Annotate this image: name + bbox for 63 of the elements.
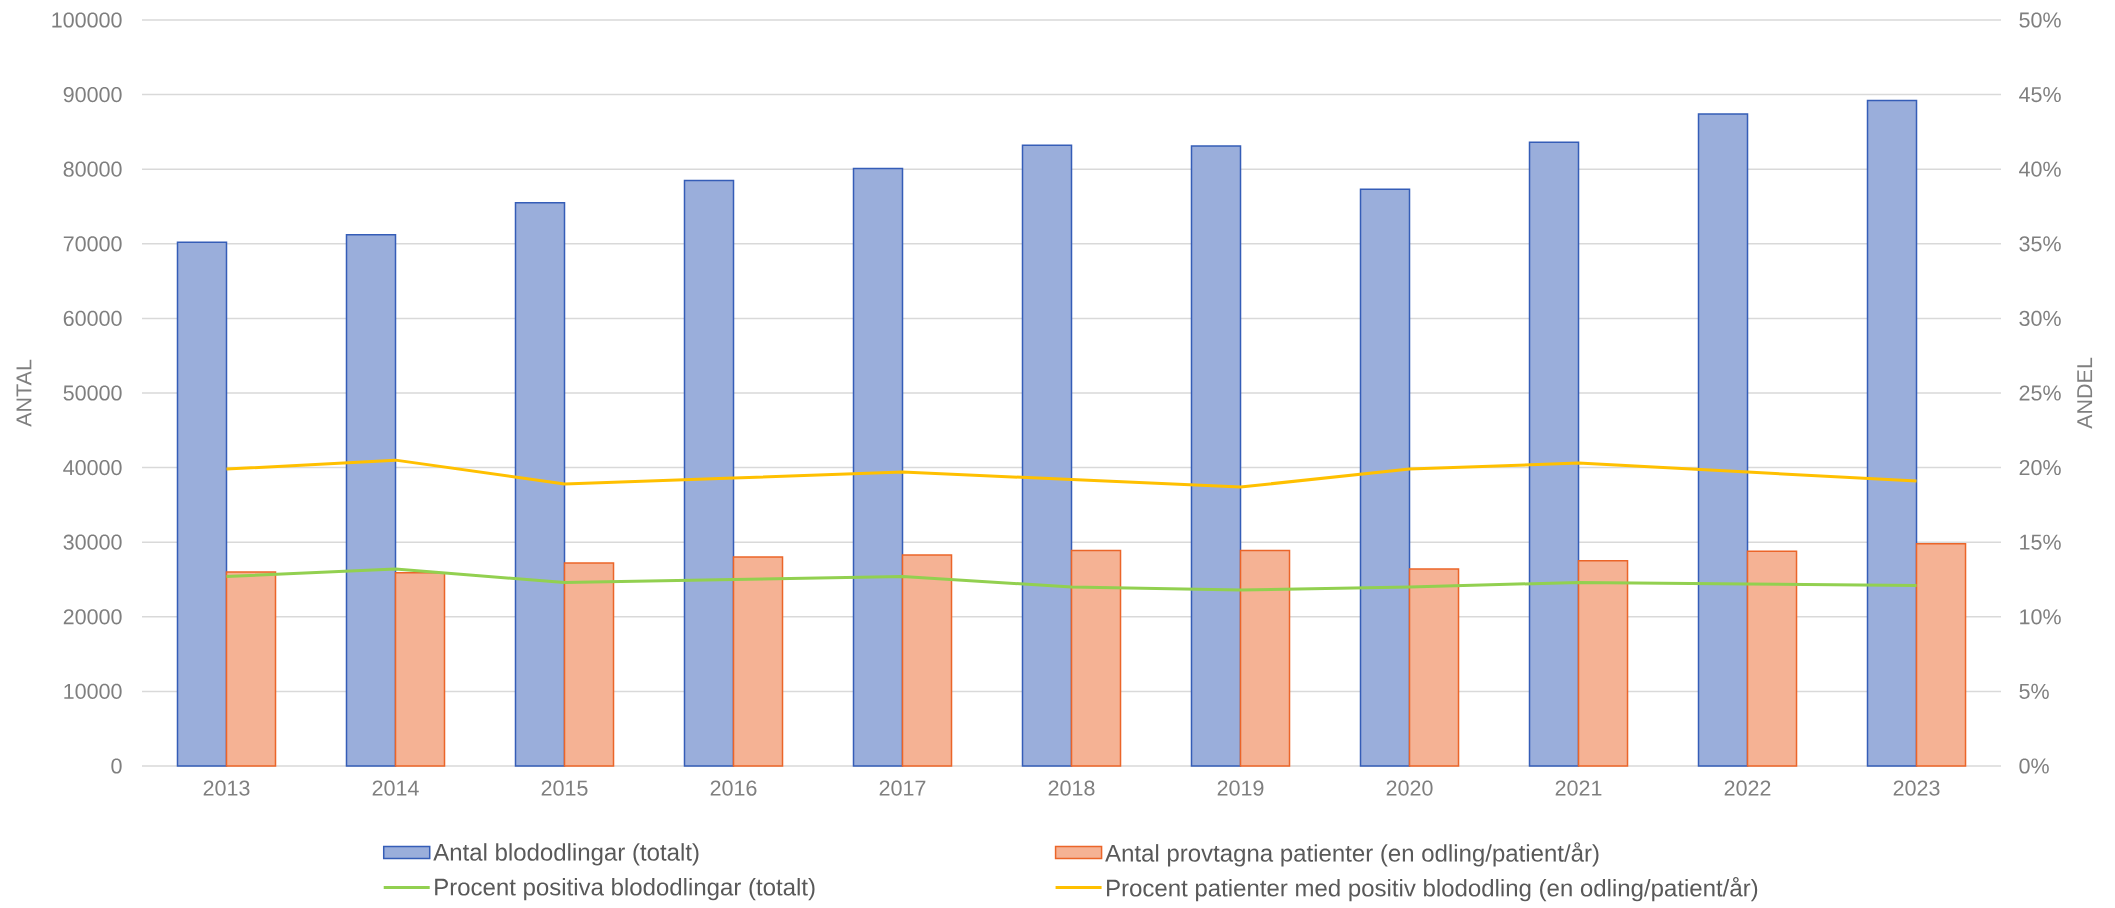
line-series <box>225 567 1919 592</box>
x-tick-label: 2015 <box>541 780 588 796</box>
bar <box>1577 560 1629 767</box>
bar <box>683 179 735 767</box>
y2-tick-label: 25% <box>2019 385 2061 401</box>
bar <box>1070 549 1122 767</box>
bar <box>345 234 397 767</box>
x-tick-label: 2019 <box>1217 780 1264 796</box>
bar <box>1239 549 1291 767</box>
bar <box>1359 188 1411 767</box>
y-tick-label: 30000 <box>63 534 122 550</box>
y2-tick-label: 50% <box>2019 12 2061 28</box>
bar <box>514 202 566 767</box>
bar <box>852 167 904 767</box>
y-tick-label: 50000 <box>63 385 122 401</box>
y2-axis-title: ANDEL <box>2077 357 2093 429</box>
x-tick-label: 2018 <box>1048 780 1095 796</box>
y2-tick-label: 15% <box>2020 534 2061 550</box>
bar <box>1528 141 1580 767</box>
y2-tick-label: 10% <box>2020 609 2061 625</box>
x-tick-label: 2022 <box>1724 780 1771 796</box>
y-tick-label: 10000 <box>64 683 122 699</box>
y2-tick-label: 5% <box>2019 683 2049 699</box>
y-tick-label: 60000 <box>63 310 122 326</box>
x-tick-label: 2020 <box>1386 780 1433 796</box>
legend-label: Antal provtagna patienter (en odling/patient/år) <box>1105 842 1599 867</box>
y-tick-label: 80000 <box>63 161 122 177</box>
legend-label: Procent patienter med positiv blododling (en odling/patient/år) <box>1107 877 1758 902</box>
bar <box>1021 144 1073 767</box>
y2-tick-label: 45% <box>2019 87 2061 103</box>
x-tick-label: 2021 <box>1555 780 1602 796</box>
legend-label: Antal blododlingar (totalt) <box>433 843 699 866</box>
y2-tick-label: 35% <box>2019 236 2061 252</box>
legend-label: Procent positiva blododlingar (totalt) <box>435 877 815 901</box>
x-tick-label: 2014 <box>372 780 419 796</box>
line-series <box>225 458 1919 489</box>
bar <box>176 241 228 767</box>
bar <box>563 562 615 767</box>
bar <box>901 554 953 767</box>
bar <box>225 571 277 767</box>
y-tick-label: 0 <box>111 758 122 774</box>
y-tick-label: 90000 <box>63 86 122 103</box>
y-tick-label: 40000 <box>63 459 122 476</box>
x-tick-label: 2013 <box>203 780 250 796</box>
bar <box>1190 145 1242 767</box>
y2-tick-label: 0% <box>2019 758 2049 774</box>
y-tick-label: 70000 <box>63 236 122 252</box>
y2-tick-label: 30% <box>2019 310 2061 326</box>
y-tick-label: 100000 <box>52 12 122 28</box>
bar <box>1915 542 1967 767</box>
x-tick-label: 2016 <box>710 780 757 796</box>
y2-tick-label: 40% <box>2019 161 2061 177</box>
bar <box>394 572 446 767</box>
y2-tick-label: 20% <box>2019 459 2061 476</box>
bar <box>732 556 784 767</box>
bar <box>1746 550 1798 767</box>
y-tick-label: 20000 <box>63 609 122 625</box>
bar <box>1697 113 1749 767</box>
x-tick-label: 2017 <box>879 780 926 796</box>
bar <box>1866 99 1918 767</box>
y-axis-title: ANTAL <box>16 359 32 427</box>
bar <box>1408 568 1460 767</box>
x-tick-label: 2023 <box>1893 780 1940 796</box>
